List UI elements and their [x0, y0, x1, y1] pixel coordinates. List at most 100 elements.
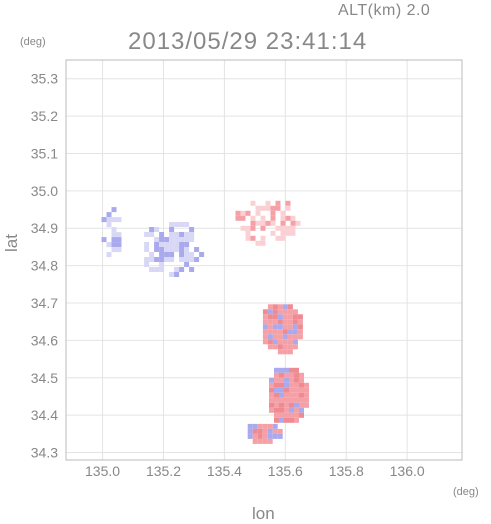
data-cell	[282, 314, 288, 320]
data-cell	[269, 382, 274, 388]
data-cell	[106, 217, 112, 223]
data-cell	[299, 402, 304, 408]
data-cell	[274, 372, 279, 378]
data-cell	[294, 402, 299, 408]
y-tick-label: 34.3	[31, 445, 58, 461]
data-cell	[284, 412, 289, 418]
data-cell	[262, 339, 268, 345]
data-cell	[289, 377, 294, 383]
data-cell	[289, 382, 294, 388]
grid-lines	[66, 60, 462, 460]
data-cell	[299, 412, 304, 418]
data-cell	[260, 205, 266, 211]
data-cell	[111, 237, 117, 243]
data-cell	[269, 407, 274, 413]
data-cell	[267, 438, 273, 444]
data-cell	[285, 225, 291, 231]
data-cell	[274, 417, 279, 423]
data-cell	[279, 377, 284, 383]
data-cell	[299, 377, 304, 383]
data-cell	[144, 232, 150, 237]
data-cell	[274, 367, 279, 373]
data-cell	[284, 407, 289, 413]
data-cell	[277, 329, 283, 335]
data-cell	[297, 314, 303, 320]
data-cell	[280, 220, 286, 226]
data-cell	[272, 324, 278, 330]
data-cell	[282, 324, 288, 330]
data-cell	[164, 237, 170, 242]
data-cell	[289, 412, 294, 418]
data-cell	[277, 349, 283, 355]
data-cell	[287, 344, 293, 350]
data-cell	[275, 205, 281, 211]
data-cell	[304, 402, 309, 408]
data-cell	[285, 230, 291, 236]
data-cell	[294, 367, 299, 373]
data-cell	[154, 237, 160, 242]
data-cell	[292, 309, 298, 315]
data-cell	[269, 377, 274, 383]
data-cell	[280, 230, 286, 236]
data-cell	[277, 319, 283, 325]
data-cell	[116, 242, 122, 248]
data-cell	[245, 225, 251, 231]
data-cell	[179, 257, 185, 262]
data-cell	[304, 382, 309, 388]
data-cell	[174, 267, 180, 272]
data-cell	[144, 257, 150, 262]
data-cell	[255, 220, 261, 226]
data-cell	[179, 232, 185, 237]
data-cell	[272, 304, 278, 310]
data-cell	[304, 392, 309, 398]
data-cell	[179, 252, 185, 257]
data-cell	[252, 433, 258, 439]
data-cell	[294, 397, 299, 403]
data-cell	[255, 210, 261, 216]
data-cell	[199, 252, 205, 257]
data-cell	[144, 247, 150, 252]
data-cell	[262, 428, 268, 434]
data-cell	[289, 387, 294, 393]
x-unit-label: (deg)	[453, 486, 479, 498]
data-cell	[255, 240, 261, 246]
data-cell	[116, 232, 122, 238]
data-cell	[287, 314, 293, 320]
data-cell	[164, 242, 170, 247]
data-cell	[235, 210, 241, 216]
data-cell	[289, 402, 294, 408]
data-cell	[269, 387, 274, 393]
data-cell	[282, 344, 288, 350]
data-cell	[284, 382, 289, 388]
data-cell	[179, 242, 185, 247]
data-cell	[154, 242, 160, 247]
data-cell	[277, 304, 283, 310]
data-cell	[159, 247, 165, 252]
data-cell	[154, 247, 160, 252]
data-cell	[116, 247, 122, 253]
y-tick-label: 35.0	[31, 183, 58, 199]
data-cell	[304, 387, 309, 393]
data-cell	[272, 334, 278, 340]
data-cell	[274, 382, 279, 388]
data-cell	[262, 438, 268, 444]
data-cell	[284, 387, 289, 393]
data-cell	[284, 397, 289, 403]
data-cell	[250, 225, 256, 231]
data-cell	[250, 215, 256, 221]
data-cell	[284, 372, 289, 378]
data-cell	[101, 237, 107, 243]
data-cell	[277, 309, 283, 315]
data-cell	[169, 222, 175, 227]
data-cell	[262, 433, 268, 439]
data-cell	[169, 247, 175, 252]
data-cell	[294, 412, 299, 418]
data-cell	[282, 304, 288, 310]
data-cell	[277, 324, 283, 330]
data-cell	[149, 267, 155, 272]
data-cell	[159, 237, 165, 242]
data-cell	[159, 262, 165, 267]
x-tick-label: 135.2	[146, 463, 181, 479]
data-cell	[285, 200, 291, 206]
